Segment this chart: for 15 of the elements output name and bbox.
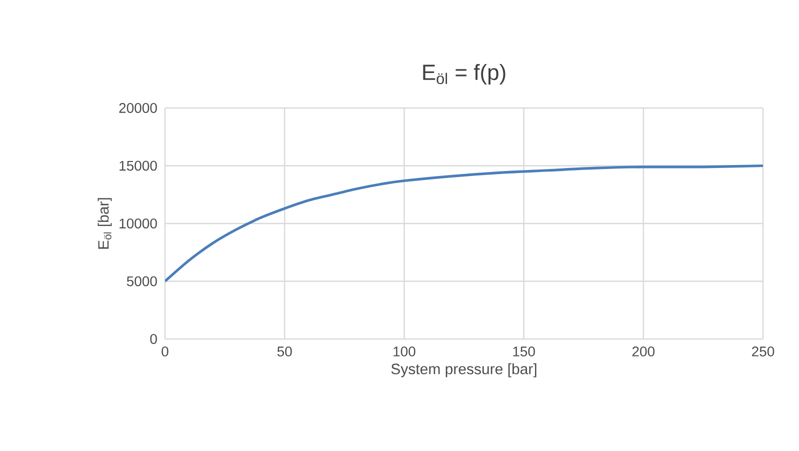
chart-title: E$_{öl}$ = f(p) [423,64,506,84]
line-series [165,164,764,283]
x-tick-label: 250 [752,346,774,356]
x-axis-title: System pressure [bar] [391,363,536,378]
y-tick-label: 15000 [120,160,157,171]
y-tick-label: 10000 [120,218,157,228]
x-tick-label: 50 [277,346,292,356]
y-tick-label: 20000 [119,103,157,113]
x-tick-label: 100 [394,346,416,356]
x-tick-label: 0 [162,346,168,356]
y-tick-label: 5000 [126,276,157,286]
y-axis-title: E$_{öl}$ [bar] [98,198,112,249]
x-tick-label: 150 [513,346,535,356]
x-tick-label: 200 [632,346,655,356]
y-tick-label: 0 [150,334,157,344]
